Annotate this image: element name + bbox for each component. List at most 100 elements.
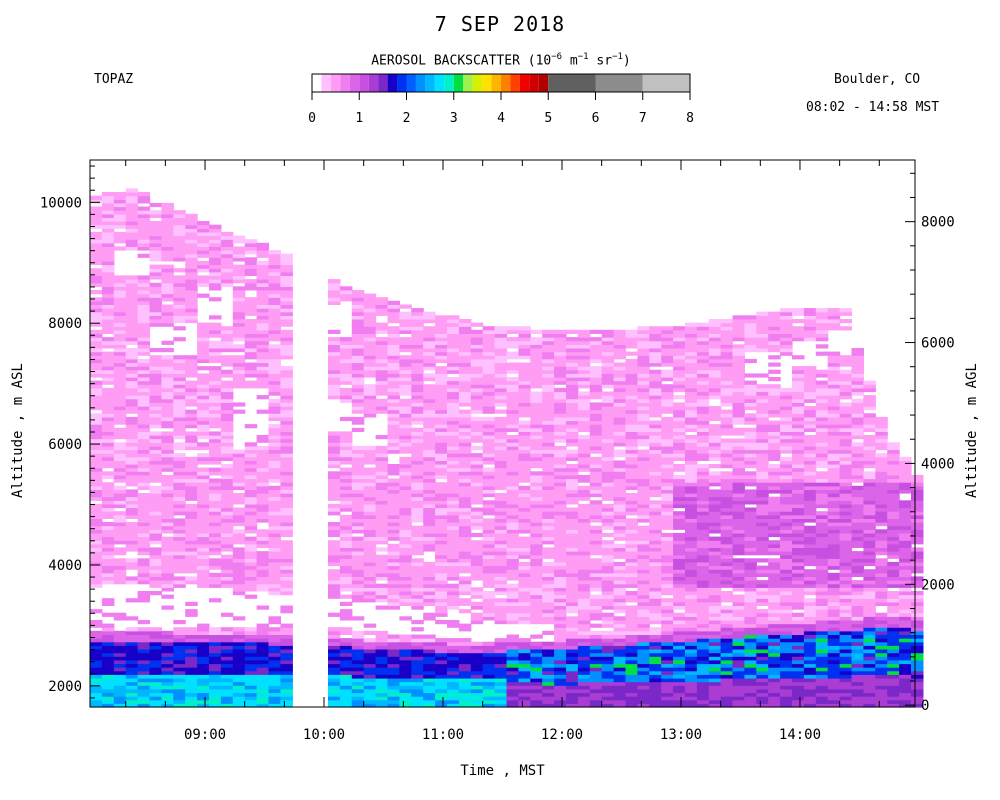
heatmap-cell — [328, 507, 341, 512]
heatmap-cell — [351, 525, 365, 530]
heatmap-cell — [542, 416, 555, 422]
heatmap-cell — [185, 656, 198, 661]
heatmap-cell — [328, 496, 341, 501]
heatmap-cell — [232, 319, 246, 324]
heatmap-cell — [577, 696, 591, 701]
heatmap-cell — [185, 547, 198, 552]
heatmap-cell — [542, 493, 555, 498]
heatmap-cell — [506, 369, 519, 374]
heatmap-cell — [411, 445, 424, 451]
heatmap-cell — [113, 532, 127, 538]
heatmap-cell — [423, 525, 436, 530]
heatmap-cell — [256, 293, 270, 298]
heatmap-cell — [256, 358, 270, 364]
colorbar-cell — [312, 74, 322, 92]
heatmap-cell — [530, 591, 543, 596]
heatmap-cell — [328, 340, 341, 345]
heatmap-cell — [113, 413, 127, 418]
heatmap-cell — [637, 366, 650, 371]
heatmap-cell — [518, 427, 531, 432]
heatmap-cell — [601, 329, 615, 334]
heatmap-cell — [197, 409, 210, 414]
heatmap-cell — [363, 692, 377, 697]
heatmap-cell — [125, 391, 139, 396]
heatmap-cell — [280, 627, 293, 632]
heatmap-cell — [685, 616, 698, 621]
heatmap-cell — [161, 641, 174, 646]
heatmap-cell — [494, 685, 508, 690]
heatmap-cell — [209, 685, 222, 690]
heatmap-cell — [232, 369, 246, 374]
heatmap-cell — [470, 525, 484, 530]
heatmap-cell — [494, 456, 508, 461]
heatmap-cell — [601, 503, 615, 509]
heatmap-cell — [185, 474, 198, 480]
heatmap-cell — [209, 391, 222, 396]
heatmap-cell — [685, 685, 698, 690]
heatmap-cell — [351, 514, 365, 519]
heatmap-cell — [506, 395, 519, 400]
heatmap-cell — [149, 366, 162, 371]
heatmap-cell — [351, 406, 365, 411]
heatmap-cell — [589, 369, 603, 374]
heatmap-cell — [256, 645, 270, 650]
heatmap-cell — [649, 572, 662, 577]
heatmap-cell — [244, 659, 258, 665]
heatmap-cell — [447, 620, 460, 625]
heatmap-cell — [328, 279, 341, 284]
heatmap-cell — [244, 703, 258, 708]
heatmap-cell — [685, 344, 698, 349]
heatmap-cell — [673, 427, 686, 432]
heatmap-cell — [530, 362, 543, 367]
heatmap-cell — [506, 551, 519, 556]
heatmap-cell — [387, 467, 400, 472]
heatmap-cell — [685, 449, 698, 454]
heatmap-cell — [351, 561, 365, 567]
heatmap-cell — [625, 623, 638, 628]
heatmap-cell — [220, 271, 234, 276]
heatmap-cell — [423, 395, 436, 400]
heatmap-cell — [244, 242, 258, 247]
heatmap-cell — [542, 587, 555, 592]
heatmap-cell — [173, 290, 186, 295]
heatmap-cell — [387, 348, 400, 353]
heatmap-cell — [101, 569, 115, 574]
heatmap-cell — [363, 685, 377, 690]
heatmap-cell — [649, 667, 662, 672]
heatmap-cell — [613, 406, 627, 411]
heatmap-cell — [577, 355, 591, 360]
heatmap-cell — [577, 547, 591, 552]
heatmap-cell — [90, 304, 103, 309]
heatmap-cell — [423, 674, 436, 679]
heatmap-cell — [589, 351, 603, 356]
heatmap-cell — [613, 464, 627, 469]
heatmap-cell — [661, 337, 674, 342]
heatmap-cell — [458, 525, 472, 530]
heatmap-cell — [387, 420, 400, 425]
heatmap-cell — [375, 456, 389, 461]
heatmap-cell — [673, 641, 686, 646]
heatmap-cell — [506, 583, 519, 588]
heatmap-cell — [411, 377, 424, 382]
heatmap-cell — [209, 503, 222, 509]
heatmap-cell — [470, 572, 484, 577]
heatmap-cell — [137, 442, 151, 447]
heatmap-cell — [577, 645, 591, 650]
heatmap-cell — [209, 322, 222, 327]
heatmap-cell — [637, 627, 650, 632]
heatmap-cell — [137, 210, 151, 215]
heatmap-cell — [280, 464, 293, 469]
heatmap-cell — [244, 366, 258, 371]
heatmap-cell — [220, 369, 234, 374]
heatmap-cell — [244, 264, 258, 269]
heatmap-cell — [363, 536, 377, 541]
heatmap-cell — [101, 300, 115, 305]
heatmap-cell — [375, 536, 389, 541]
heatmap-cell — [649, 489, 662, 494]
heatmap-cell — [351, 674, 365, 679]
colorbar-cell — [519, 74, 530, 92]
heatmap-cell — [589, 511, 603, 516]
heatmap-cell — [185, 649, 198, 654]
heatmap-cell — [673, 348, 686, 353]
heatmap-cell — [125, 373, 139, 378]
